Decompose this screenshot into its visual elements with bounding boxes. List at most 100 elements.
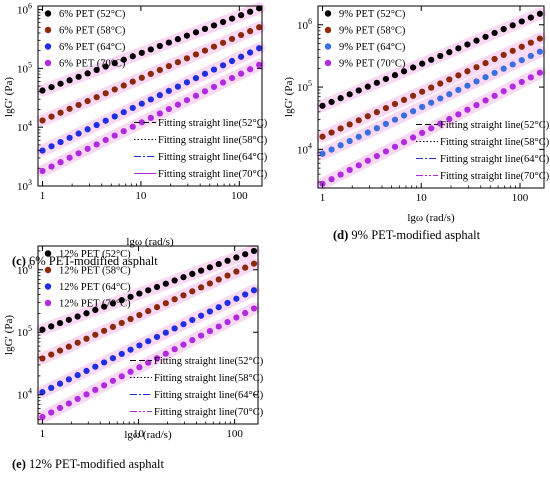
x-tick-label: 10 — [416, 192, 428, 204]
x-tick-label: 10 — [135, 190, 147, 202]
data-point — [138, 74, 145, 81]
data-point — [428, 84, 435, 91]
data-point — [242, 309, 249, 317]
data-point — [237, 70, 245, 77]
fit-legend-label: Fitting straight line(52°C) — [154, 356, 264, 367]
data-point — [171, 325, 178, 332]
data-point — [83, 310, 90, 317]
data-point — [39, 389, 46, 396]
data-point — [120, 56, 127, 63]
data-point — [237, 31, 245, 39]
data-point — [75, 101, 82, 109]
data-point — [509, 83, 516, 90]
data-point — [39, 87, 46, 94]
data-point — [364, 129, 371, 136]
data-point — [500, 65, 507, 72]
data-point — [419, 88, 426, 95]
data-point — [109, 355, 117, 362]
data-point — [171, 346, 178, 353]
legend-label: 12% PET (64°C) — [59, 282, 131, 293]
data-point — [129, 53, 136, 60]
data-point — [446, 115, 453, 123]
data-point — [256, 61, 263, 68]
data-point — [66, 134, 73, 141]
legend-marker — [324, 43, 332, 50]
data-point — [250, 287, 258, 294]
x-tick-label: 1 — [40, 428, 46, 440]
data-point — [491, 55, 498, 63]
fit-legend-label: Fitting straight line(70°C) — [440, 171, 550, 182]
data-point — [101, 327, 108, 334]
data-point — [446, 76, 453, 83]
data-point — [233, 254, 240, 261]
data-point — [183, 79, 191, 86]
data-point — [74, 313, 81, 320]
data-point — [491, 92, 498, 99]
fit-legend-label: Fitting straight line(70°C) — [154, 407, 264, 418]
data-point — [437, 120, 444, 127]
data-point — [147, 70, 154, 77]
data-point — [102, 63, 109, 70]
data-point — [400, 68, 408, 75]
data-point — [129, 78, 136, 85]
data-point — [473, 78, 480, 85]
data-point — [373, 152, 380, 160]
caption-e-text: 12% PET-modified asphalt — [29, 457, 164, 471]
data-point — [409, 134, 417, 141]
chart-panel-2: 1 10 100 104 105 106 lgω (rad/s) lgG′ (Pa) 12% P… — [3, 244, 264, 441]
data-point — [138, 49, 145, 56]
data-point — [39, 147, 46, 154]
data-point — [509, 47, 516, 54]
data-point — [446, 49, 453, 56]
data-point — [247, 66, 254, 73]
legend-label: 6% PET (70°C) — [59, 59, 126, 70]
data-point — [509, 61, 516, 68]
data-point — [84, 126, 91, 133]
data-point — [455, 72, 462, 79]
data-point — [102, 90, 109, 97]
data-point — [74, 395, 81, 403]
data-point — [373, 79, 380, 86]
legend-marker — [44, 26, 52, 34]
x-axis-label: lgω (rad/s) — [407, 212, 455, 224]
data-point — [111, 113, 118, 120]
data-point — [536, 35, 543, 42]
fit-legend-label: Fitting straight line(58°C) — [440, 137, 550, 148]
data-point — [242, 264, 249, 271]
data-point — [364, 157, 371, 164]
data-point — [527, 14, 534, 21]
data-point — [247, 28, 254, 35]
data-point — [147, 114, 154, 121]
data-point — [92, 363, 99, 370]
data-point — [127, 315, 134, 323]
legend-marker — [324, 10, 332, 17]
data-point — [224, 272, 231, 279]
data-point — [48, 384, 55, 391]
legend-label: 12% PET (52°C) — [59, 249, 131, 260]
data-point — [364, 83, 371, 90]
data-point — [518, 18, 525, 25]
data-point — [162, 329, 169, 336]
data-point — [156, 110, 163, 117]
data-point — [419, 129, 426, 136]
legend-label: 9% PET (52°C) — [339, 9, 406, 20]
data-point — [165, 63, 172, 70]
legend-label: 6% PET (64°C) — [59, 42, 126, 53]
legend-marker — [44, 266, 52, 274]
data-point — [92, 331, 99, 338]
data-point — [118, 297, 125, 304]
data-point — [247, 8, 254, 15]
data-point — [237, 53, 245, 60]
data-point — [233, 295, 240, 302]
data-point — [242, 291, 249, 298]
data-point — [102, 136, 109, 144]
data-point — [189, 288, 196, 295]
data-point — [346, 137, 353, 145]
data-point — [428, 99, 435, 106]
x-axis-label: lgω (rad/s) — [124, 429, 172, 441]
data-point — [39, 413, 46, 421]
x-tick-label: 100 — [231, 190, 248, 202]
y-tick-label: 105 — [297, 79, 312, 94]
y-axis-label: lgG′ (Pa) — [3, 77, 15, 117]
x-tick-label: 10 — [133, 428, 145, 440]
